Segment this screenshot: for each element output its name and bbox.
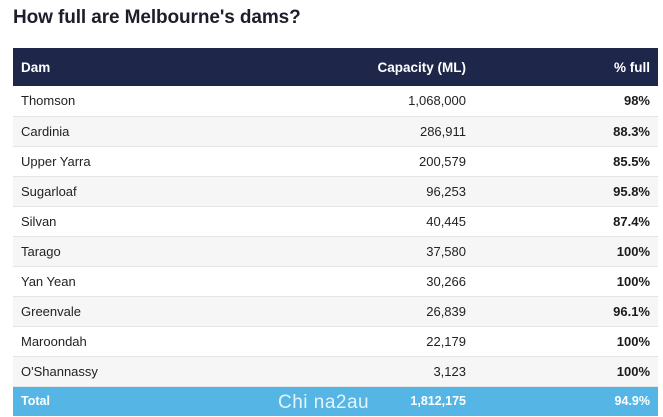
table-row: O'Shannassy 3,123 100%: [13, 356, 658, 386]
dam-name-cell: O'Shannassy: [21, 363, 98, 379]
capacity-cell: 1,068,000: [408, 93, 466, 109]
table-header: Dam Capacity (ML) % full: [13, 48, 658, 86]
pct-full-cell: 96.1%: [613, 303, 650, 319]
header-row: Dam Capacity (ML) % full: [13, 48, 658, 86]
dams-table: Dam Capacity (ML) % full Thomson 1,068,0…: [13, 48, 658, 416]
capacity-cell: 26,839: [426, 303, 466, 319]
capacity-cell: 3,123: [433, 363, 466, 379]
table-body: Thomson 1,068,000 98% Cardinia 286,911 8…: [13, 86, 658, 386]
table-row: Thomson 1,068,000 98%: [13, 86, 658, 116]
table-row: Greenvale 26,839 96.1%: [13, 296, 658, 326]
table-row: Upper Yarra 200,579 85.5%: [13, 146, 658, 176]
pct-full-cell: 95.8%: [613, 183, 650, 199]
capacity-cell: 22,179: [426, 333, 466, 349]
total-pct-full: 94.9%: [614, 394, 650, 409]
header-dam: Dam: [21, 59, 51, 75]
dam-name-cell: Yan Yean: [21, 273, 76, 289]
total-row: Total 1,812,175 94.9%: [13, 386, 658, 416]
table-footer: Total 1,812,175 94.9%: [13, 386, 658, 416]
pct-full-cell: 100%: [616, 243, 650, 259]
pct-full-cell: 87.4%: [613, 213, 650, 229]
total-label: Total: [21, 394, 50, 409]
pct-full-cell: 100%: [616, 333, 650, 349]
dam-name-cell: Thomson: [21, 93, 76, 109]
table-row: Tarago 37,580 100%: [13, 236, 658, 266]
pct-full-cell: 88.3%: [613, 123, 650, 139]
pct-full-cell: 100%: [616, 273, 650, 289]
capacity-cell: 37,580: [426, 243, 466, 259]
table-row: Maroondah 22,179 100%: [13, 326, 658, 356]
dam-name-cell: Cardinia: [21, 123, 70, 139]
header-capacity: Capacity (ML): [377, 59, 466, 75]
capacity-cell: 286,911: [419, 123, 466, 139]
table-row: Sugarloaf 96,253 95.8%: [13, 176, 658, 206]
header-pct-full: % full: [614, 59, 650, 75]
capacity-cell: 96,253: [426, 183, 466, 199]
dam-name-cell: Maroondah: [21, 333, 87, 349]
pct-full-cell: 100%: [616, 363, 650, 379]
watermark: Chi na2au: [278, 392, 370, 413]
page-title: How full are Melbourne's dams?: [13, 7, 301, 28]
dam-name-cell: Upper Yarra: [21, 153, 91, 169]
capacity-cell: 30,266: [426, 273, 466, 289]
dam-name-cell: Greenvale: [21, 303, 81, 319]
pct-full-cell: 85.5%: [613, 153, 650, 169]
table-row: Silvan 40,445 87.4%: [13, 206, 658, 236]
pct-full-cell: 98%: [623, 93, 650, 109]
dam-name-cell: Silvan: [21, 213, 57, 229]
table-row: Cardinia 286,911 88.3%: [13, 116, 658, 146]
table-row: Yan Yean 30,266 100%: [13, 266, 658, 296]
capacity-cell: 40,445: [426, 213, 466, 229]
capacity-cell: 200,579: [419, 153, 466, 169]
dam-name-cell: Sugarloaf: [21, 183, 77, 199]
total-capacity: 1,812,175: [410, 394, 466, 409]
dam-name-cell: Tarago: [21, 243, 61, 259]
